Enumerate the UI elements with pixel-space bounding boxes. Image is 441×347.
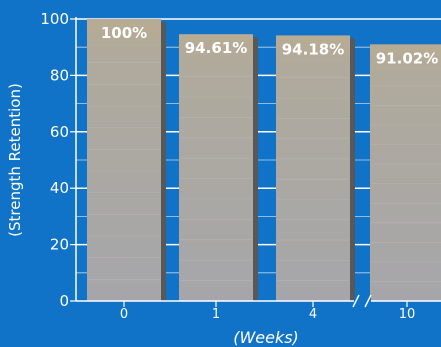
bar-shadow <box>350 38 355 301</box>
axis-break-mark <box>352 294 360 308</box>
bar <box>87 19 161 301</box>
x-tick-label: 4 <box>309 307 317 322</box>
bar-shadow <box>161 22 166 301</box>
data-label: 91.02% <box>376 49 438 67</box>
x-tick-label: 0 <box>120 307 128 322</box>
y-axis-title: (Strength Retention) <box>6 83 24 237</box>
bars <box>87 19 441 301</box>
x-tick-label: 10 <box>399 307 416 322</box>
axis-break-mark <box>364 294 372 308</box>
y-tick-label: 100 <box>40 10 69 28</box>
data-label: 100% <box>101 24 147 42</box>
y-tick-label: 80 <box>50 66 69 84</box>
x-tick-label: 1 <box>212 307 220 322</box>
data-label: 94.18% <box>282 40 344 58</box>
data-label: 94.61% <box>185 39 247 57</box>
axes: 0 20 40 60 80 100 0 1 4 10 <box>40 10 441 322</box>
y-tick-label: 60 <box>50 123 69 141</box>
bar <box>276 35 350 301</box>
bar <box>179 34 253 301</box>
bar-shadow <box>253 37 258 301</box>
y-tick-label: 0 <box>59 292 69 310</box>
x-axis-title: (Weeks) <box>233 328 299 347</box>
data-labels: 100% 94.61% 94.18% 91.02% <box>101 24 438 67</box>
y-tick-label: 40 <box>50 179 69 197</box>
bar <box>370 44 441 301</box>
y-tick-label: 20 <box>50 236 69 254</box>
axis-break-gap <box>354 297 371 306</box>
